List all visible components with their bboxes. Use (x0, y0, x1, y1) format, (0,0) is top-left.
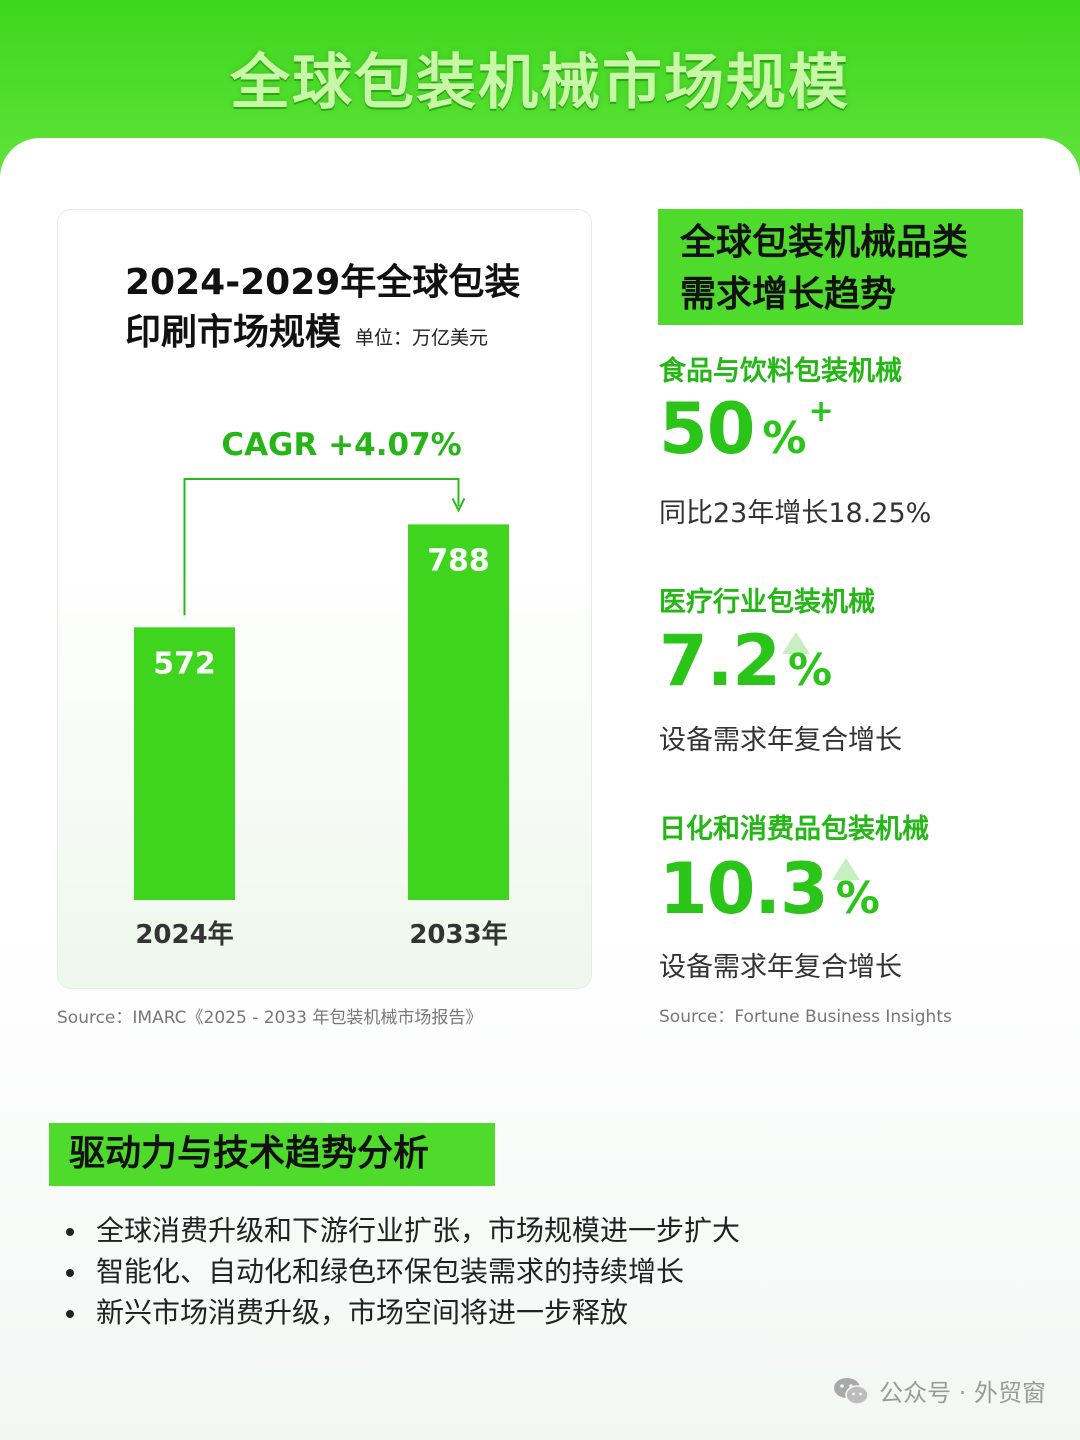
chart-source: Source：IMARC《2025 - 2033 年包装机械市场报告》 (57, 1008, 483, 1028)
stat-label-food: 食品与饮料包装机械 (659, 356, 902, 387)
wechat-icon (834, 1377, 869, 1405)
chart-title: 2024-2029年全球包装 印刷市场规模 单位：万亿美元 (125, 258, 565, 363)
bullet-icon (66, 1310, 74, 1318)
stat-percent: % (762, 413, 807, 464)
chart-title-line1: 2024-2029年全球包装 (125, 262, 521, 303)
stat-value-medical: 7.2% (659, 620, 832, 702)
list-item: 智能化、自动化和绿色环保包装需求的持续增长 (66, 1251, 740, 1292)
drivers-list: 全球消费升级和下游行业扩张，市场规模进一步扩大 智能化、自动化和绿色环保包装需求… (66, 1210, 740, 1333)
watermark-text: 公众号 · 外贸窗 (879, 1379, 1046, 1407)
stat-plus: + (808, 394, 834, 429)
cagr-connector (183, 478, 460, 616)
stat-label-daily-chemical: 日化和消费品包装机械 (659, 814, 929, 845)
stat-number: 10.3 (659, 848, 829, 930)
stat-label-medical: 医疗行业包装机械 (659, 587, 875, 618)
bar-1 (408, 524, 509, 900)
watermark: 公众号 · 外贸窗 (833, 1373, 1046, 1408)
stat-desc-food: 同比23年增长18.25% (659, 498, 932, 529)
up-arrow-icon (782, 632, 810, 654)
stat-desc-daily-chemical: 设备需求年复合增长 (659, 952, 902, 983)
stat-percent: % (835, 873, 880, 924)
bullet-icon (66, 1228, 74, 1236)
up-arrow-icon (832, 858, 860, 880)
cagr-annotation: CAGR +4.07% (221, 427, 461, 463)
stats-source: Source：Fortune Business Insights (659, 1007, 952, 1027)
stat-value-daily-chemical: 10.3% (659, 848, 880, 930)
category-demand-header-line1: 全球包装机械品类 (680, 222, 969, 263)
category-label: 2024年 (135, 919, 233, 950)
stat-number: 7.2 (659, 620, 781, 702)
chart-unit: 单位：万亿美元 (355, 327, 489, 349)
category-demand-header: 全球包装机械品类 需求增长趋势 (658, 209, 1023, 325)
category-demand-header-line2: 需求增长趋势 (680, 274, 897, 315)
stat-desc-medical: 设备需求年复合增长 (659, 725, 902, 756)
arrow-down-icon (451, 497, 466, 513)
bar-0 (134, 627, 235, 900)
bar-value-label: 572 (153, 646, 216, 681)
chart-title-line2: 印刷市场规模 (125, 312, 342, 353)
stat-value-food: 50 %+ (659, 388, 834, 470)
bar-value-label: 788 (427, 543, 490, 578)
list-item: 全球消费升级和下游行业扩张，市场规模进一步扩大 (66, 1210, 740, 1251)
category-label: 2033年 (409, 919, 507, 950)
list-item: 新兴市场消费升级，市场空间将进一步释放 (66, 1292, 740, 1333)
stat-number: 50 (659, 388, 755, 470)
stat-percent: % (788, 645, 833, 696)
bullet-icon (66, 1269, 74, 1277)
page-title: 全球包装机械市场规模 (230, 48, 850, 118)
drivers-header: 驱动力与技术趋势分析 (49, 1123, 495, 1186)
